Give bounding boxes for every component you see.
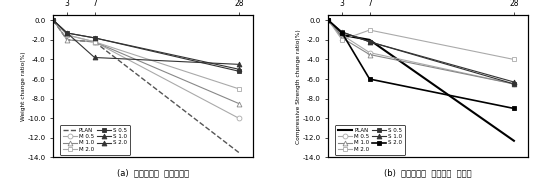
Legend: PLAN, M 0.5, M 1.0, M 2.0, S 0.5, S 1.0, S 2.0: PLAN, M 0.5, M 1.0, M 2.0, S 0.5, S 1.0,… <box>60 125 130 155</box>
M 1.0 <box>50 19 56 22</box>
Line: S 1.0: S 1.0 <box>326 18 516 84</box>
S 1.0 <box>325 19 332 22</box>
M 2.0 <box>339 39 345 41</box>
S 0.5 <box>50 19 56 22</box>
M 1.0 <box>236 102 242 105</box>
S 2.0 <box>366 78 373 80</box>
S 0.5 <box>91 37 98 39</box>
S 0.5 <box>339 31 345 33</box>
M 1.0 <box>339 37 345 39</box>
Line: M 1.0: M 1.0 <box>51 18 241 106</box>
M 1.0 <box>325 19 332 22</box>
Y-axis label: Compressive Strength change ratio(%): Compressive Strength change ratio(%) <box>296 29 301 144</box>
S 2.0 <box>50 19 56 22</box>
S 2.0 <box>236 63 242 65</box>
Line: S 2.0: S 2.0 <box>326 18 516 111</box>
Line: M 2.0: M 2.0 <box>326 18 516 62</box>
S 2.0 <box>511 107 517 110</box>
M 1.0 <box>64 39 70 41</box>
PLAN <box>366 39 373 41</box>
Text: (a)  침지재령별  질량변화율: (a) 침지재령별 질량변화율 <box>117 169 189 178</box>
S 2.0 <box>339 32 345 34</box>
PLAN <box>236 151 242 154</box>
S 0.5 <box>64 32 70 34</box>
Y-axis label: Weight change ratio(%): Weight change ratio(%) <box>21 52 26 121</box>
Line: S 1.0: S 1.0 <box>51 18 241 72</box>
S 2.0 <box>91 56 98 59</box>
M 2.0 <box>50 19 56 22</box>
Legend: PLAN, M 0.5, M 1.0, M 2.0, S 0.5, S 1.0, S 2.0: PLAN, M 0.5, M 1.0, M 2.0, S 0.5, S 1.0,… <box>335 125 405 155</box>
M 0.5 <box>236 117 242 119</box>
S 2.0 <box>325 19 332 22</box>
M 1.0 <box>511 83 517 85</box>
M 0.5 <box>366 51 373 54</box>
PLAN <box>91 41 98 43</box>
Line: S 0.5: S 0.5 <box>51 18 241 74</box>
S 0.5 <box>366 41 373 43</box>
Line: M 0.5: M 0.5 <box>326 18 516 86</box>
M 1.0 <box>91 41 98 43</box>
M 0.5 <box>325 19 332 22</box>
M 2.0 <box>366 29 373 31</box>
Line: M 1.0: M 1.0 <box>326 18 516 86</box>
M 0.5 <box>339 34 345 36</box>
PLAN <box>50 19 56 22</box>
S 1.0 <box>91 37 98 39</box>
S 2.0 <box>64 32 70 34</box>
PLAN <box>325 19 332 22</box>
S 0.5 <box>325 19 332 22</box>
PLAN <box>511 140 517 142</box>
M 2.0 <box>325 19 332 22</box>
S 1.0 <box>236 68 242 70</box>
S 1.0 <box>50 19 56 22</box>
Line: S 0.5: S 0.5 <box>326 18 516 86</box>
S 1.0 <box>511 81 517 83</box>
M 2.0 <box>64 34 70 36</box>
PLAN <box>64 39 70 41</box>
S 0.5 <box>236 70 242 72</box>
M 0.5 <box>511 83 517 85</box>
M 1.0 <box>366 53 373 56</box>
M 0.5 <box>50 19 56 22</box>
S 0.5 <box>511 83 517 85</box>
Line: M 2.0: M 2.0 <box>51 18 241 91</box>
M 0.5 <box>91 41 98 43</box>
Line: M 0.5: M 0.5 <box>51 18 241 121</box>
Line: PLAN: PLAN <box>53 20 239 152</box>
S 1.0 <box>339 31 345 33</box>
S 1.0 <box>64 32 70 34</box>
S 1.0 <box>366 41 373 43</box>
Text: (b)  침지재령별  압축강도  변화율: (b) 침지재령별 압축강도 변화율 <box>384 169 472 178</box>
M 2.0 <box>236 88 242 90</box>
M 2.0 <box>91 41 98 43</box>
M 2.0 <box>511 58 517 61</box>
M 0.5 <box>64 34 70 36</box>
Line: S 2.0: S 2.0 <box>51 18 241 67</box>
Line: PLAN: PLAN <box>328 20 514 141</box>
PLAN <box>339 34 345 36</box>
